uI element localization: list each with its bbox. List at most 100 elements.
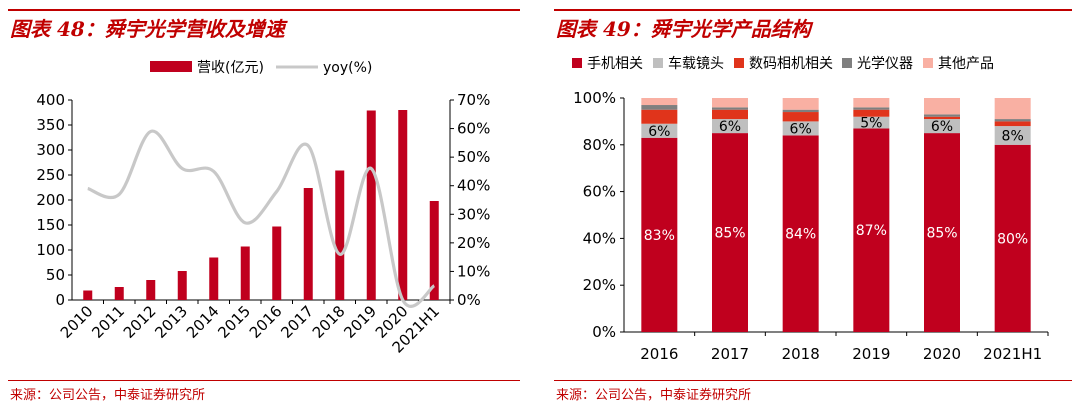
revenue-bar [209, 257, 219, 300]
footer-rule [554, 380, 1072, 381]
legend-label: 手机相关 [587, 56, 643, 72]
product-structure-panel: 图表 49：舜宇光学产品结构 0% 20% 40% 60% 80% 100% 2016 201… [546, 0, 1080, 406]
data-label-car-lens: 5% [860, 116, 882, 132]
stack-segment [924, 133, 960, 332]
stack-segment [782, 121, 819, 136]
chart-title: 图表 48：舜宇光学营收及增速 [10, 17, 285, 41]
x-tick-label: 2018 [782, 345, 820, 363]
x-tick-label: 2012 [120, 302, 160, 342]
revenue-bar [240, 246, 250, 300]
legend-label-revenue: 营收(亿元) [197, 60, 264, 76]
stack-segment [924, 116, 960, 120]
data-label-car-lens: 6% [790, 121, 812, 137]
stack-segment [994, 144, 1031, 332]
x-tick-label: 2019 [340, 302, 380, 342]
legend-label: 光学仪器 [857, 56, 913, 72]
stack-segment [853, 109, 890, 117]
stack-segment [641, 109, 678, 124]
y2-tick-label: 10% [457, 262, 490, 280]
stack-segment [782, 109, 819, 113]
x-tick-label: 2015 [214, 302, 254, 342]
revenue-bar [114, 287, 124, 300]
x-tick-label: 2013 [151, 302, 191, 342]
revenue-bar [303, 188, 313, 300]
footer-rule [8, 380, 520, 381]
revenue-panel: 图表 48：舜宇光学营收及增速 0 50 100 150 200 250 300 350 400… [0, 0, 528, 406]
stack-segment [712, 133, 748, 332]
y2-tick-label: 50% [457, 148, 490, 166]
y-tick-label: 200 [36, 191, 65, 209]
revenue-bar [398, 110, 408, 300]
data-label-phone: 83% [644, 228, 675, 244]
y-tick-label: 150 [36, 216, 65, 234]
y-tick-label: 80% [583, 136, 616, 154]
y-tick-label: 20% [583, 276, 616, 294]
stack-segment [994, 98, 1031, 120]
legend-label: 车载镜头 [668, 55, 724, 72]
source-note: 来源：公司公告，中泰证券研究所 [556, 388, 752, 403]
data-label-phone: 85% [926, 226, 957, 242]
revenue-bar [366, 110, 376, 300]
x-tick-label: 2011 [88, 302, 128, 342]
y-tick-label: 60% [583, 183, 616, 201]
stack-segment [994, 119, 1031, 122]
stack-segment [853, 98, 890, 108]
legend-swatch [572, 58, 582, 68]
stack-segment [641, 98, 678, 106]
y-tick-label: 100% [573, 89, 616, 107]
stack-segment [853, 116, 890, 129]
y-tick-label: 50 [46, 266, 65, 284]
data-label-phone: 85% [714, 226, 745, 242]
data-label-car-lens: 8% [1002, 128, 1024, 144]
x-tick-label: 2016 [246, 302, 286, 342]
y-tick-label: 40% [583, 229, 616, 247]
stack-segment [994, 121, 1031, 127]
x-tick-label: 2017 [711, 345, 749, 363]
legend-swatch [842, 58, 852, 68]
revenue-chart: 0 50 100 150 200 250 300 350 400 0% 10% 20% 30% 40% 50… [36, 60, 490, 357]
y-tick-label: 350 [36, 116, 65, 134]
stack-segment [853, 107, 890, 110]
revenue-bar [83, 290, 93, 300]
x-tick-label: 2014 [183, 302, 223, 342]
legend-swatch [923, 58, 933, 68]
legend-swatch [653, 58, 663, 68]
legend-label: 其他产品 [938, 56, 994, 72]
data-label-car-lens: 6% [931, 119, 953, 135]
legend-swatch [734, 58, 744, 68]
y-tick-label: 100 [36, 241, 65, 259]
y2-tick-label: 70% [457, 91, 490, 109]
y-tick-label: 0 [55, 291, 65, 309]
x-tick-label: 2017 [277, 302, 317, 342]
x-tick-label: 2020 [923, 345, 961, 363]
chart-title: 图表 49：舜宇光学产品结构 [556, 17, 811, 41]
stack-segment [994, 126, 1031, 145]
data-label-phone: 84% [785, 227, 816, 243]
revenue-bar [177, 271, 187, 300]
source-note: 来源：公司公告，中泰证券研究所 [10, 388, 206, 403]
data-label-car-lens: 6% [648, 124, 670, 140]
stack-segment [924, 119, 960, 134]
y2-tick-label: 40% [457, 177, 490, 195]
stack-segment [782, 98, 819, 110]
stack-segment [924, 114, 960, 117]
x-tick-label: 2021H1 [983, 345, 1042, 363]
y-tick-label: 400 [36, 91, 65, 109]
y-tick-label: 300 [36, 141, 65, 159]
title-rule [8, 9, 520, 11]
stack-segment [924, 98, 960, 115]
stack-segment [853, 128, 890, 332]
title-rule [554, 9, 1072, 11]
stack-segment [712, 119, 748, 134]
stack-segment [712, 107, 748, 110]
stack-segment [712, 109, 748, 120]
data-label-car-lens: 6% [719, 119, 741, 135]
x-tick-label: 2018 [309, 302, 349, 342]
data-label-phone: 80% [997, 231, 1028, 247]
product-structure-chart: 0% 20% 40% 60% 80% 100% 2016 2017 2018 2019 2020 20… [572, 55, 1049, 363]
stack-segment [782, 135, 819, 332]
x-tick-label: 2016 [640, 345, 678, 363]
stack-segment [641, 137, 678, 332]
y2-tick-label: 0% [457, 291, 481, 309]
y-tick-label: 250 [36, 166, 65, 184]
